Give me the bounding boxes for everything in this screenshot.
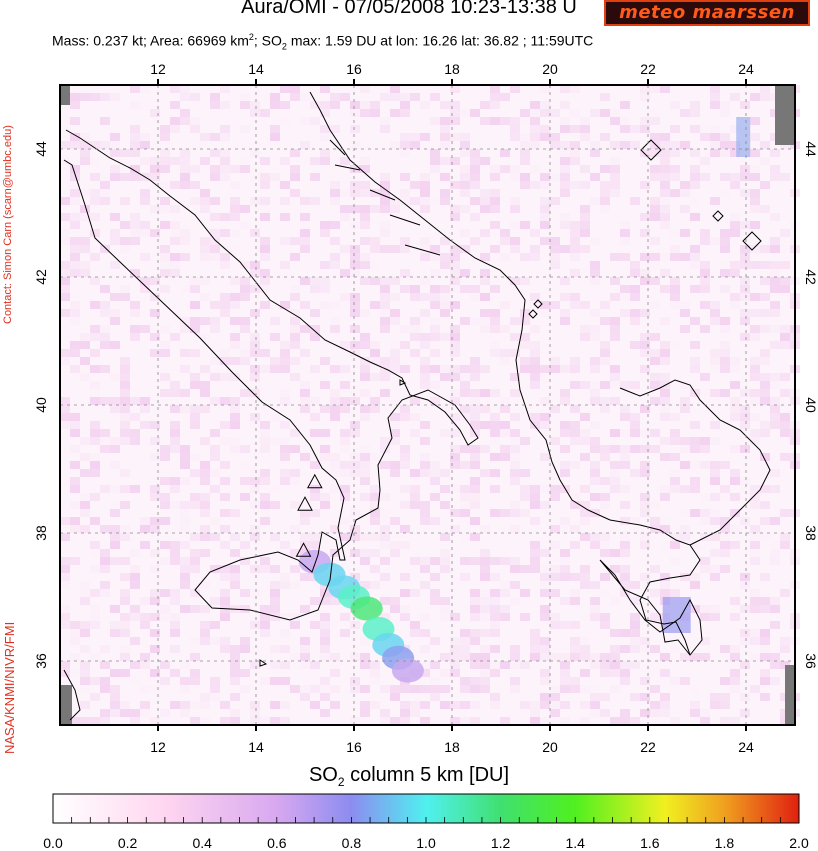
colorbar-tick-label: 1.8: [715, 835, 735, 851]
dalmatian-islands: [329, 139, 441, 256]
diamonds: [528, 139, 762, 319]
lat-tick-label-right: 42: [803, 269, 818, 285]
lat-tick-label-left: 44: [33, 141, 49, 157]
aegean-coast: [619, 379, 771, 546]
lon-tick-label-top: 20: [542, 61, 558, 77]
volcano-icon: [295, 542, 312, 557]
diamond-marker: [742, 231, 762, 251]
lon-tick-label-bottom: 12: [150, 739, 166, 755]
colorbar-tick-label: 2.0: [789, 835, 809, 851]
lon-tick-label-bottom: 20: [542, 739, 558, 755]
lat-tick-label-left: 40: [33, 397, 49, 413]
lon-tick-label-bottom: 18: [444, 739, 460, 755]
peloponnese: [599, 559, 703, 656]
lon-tick-label-bottom: 14: [248, 739, 264, 755]
lon-tick-label-top: 14: [248, 61, 264, 77]
lat-tick-label-right: 38: [803, 525, 818, 541]
volcano-icon: [306, 473, 323, 489]
sicily-small-island: [259, 379, 407, 667]
lon-tick-label-top: 22: [640, 61, 656, 77]
colorbar-title: SO2 column 5 km [DU]: [308, 764, 510, 789]
lon-tick-label-top: 24: [738, 61, 754, 77]
meteo-maarssen-logo: meteo maarssen: [604, 0, 810, 26]
lon-tick-label-bottom: 16: [346, 739, 362, 755]
volcano-icon: [297, 496, 313, 511]
map-subtitle: Mass: 0.237 kt; Area: 66969 km2; SO2 max…: [52, 32, 594, 52]
so2-pixel-layer: [60, 85, 800, 725]
lat-tick-label-left: 42: [33, 269, 49, 285]
map-frame: [59, 84, 796, 726]
lon-tick-label-top: 16: [346, 61, 362, 77]
colorbar-tick-label: 0.0: [43, 835, 63, 851]
diamond-marker: [640, 139, 662, 161]
lat-tick-label-left: 36: [33, 653, 49, 669]
lat-tick-label-right: 44: [803, 141, 818, 157]
graticule: [60, 85, 795, 725]
diamond-marker: [533, 299, 543, 309]
colorbar-tick-label: 0.2: [118, 835, 138, 851]
lon-tick-label-bottom: 22: [640, 739, 656, 755]
map-title: Aura/OMI - 07/05/2008 10:23-13:38 U: [241, 0, 577, 18]
colorbar-tick-label: 1.0: [416, 835, 436, 851]
colorbar-tick-label: 0.8: [342, 835, 362, 851]
lon-tick-label-top: 12: [150, 61, 166, 77]
lon-tick-label-bottom: 24: [738, 739, 754, 755]
lat-tick-label-right: 36: [803, 653, 818, 669]
diamond-marker: [528, 309, 538, 319]
volcano-markers: [295, 473, 323, 557]
italy-coast: [63, 129, 479, 621]
colorbar-ticks: 0.0 0.2 0.4 0.6 0.8 1.0 1.2 1.4 1.6 1.8 2.0: [43, 817, 809, 851]
colorbar-tick-label: 0.6: [267, 835, 287, 851]
colorbar-tick-label: 1.6: [640, 835, 660, 851]
lat-tick-label-right: 40: [803, 397, 818, 413]
sardinia-edge: [63, 669, 81, 721]
lat-tick-label-left: 38: [33, 525, 49, 541]
colorbar-tick-label: 1.4: [565, 835, 585, 851]
lon-tick-label-top: 18: [444, 61, 460, 77]
diamond-marker: [712, 210, 724, 222]
colorbar-tick-label: 1.2: [491, 835, 511, 851]
colorbar-tick-label: 0.4: [192, 835, 212, 851]
axis-ticks: 12 12 14 14 16 16 18 18 20 20 22 22 24 24 44 44 42 42 40 40…: [33, 61, 818, 755]
